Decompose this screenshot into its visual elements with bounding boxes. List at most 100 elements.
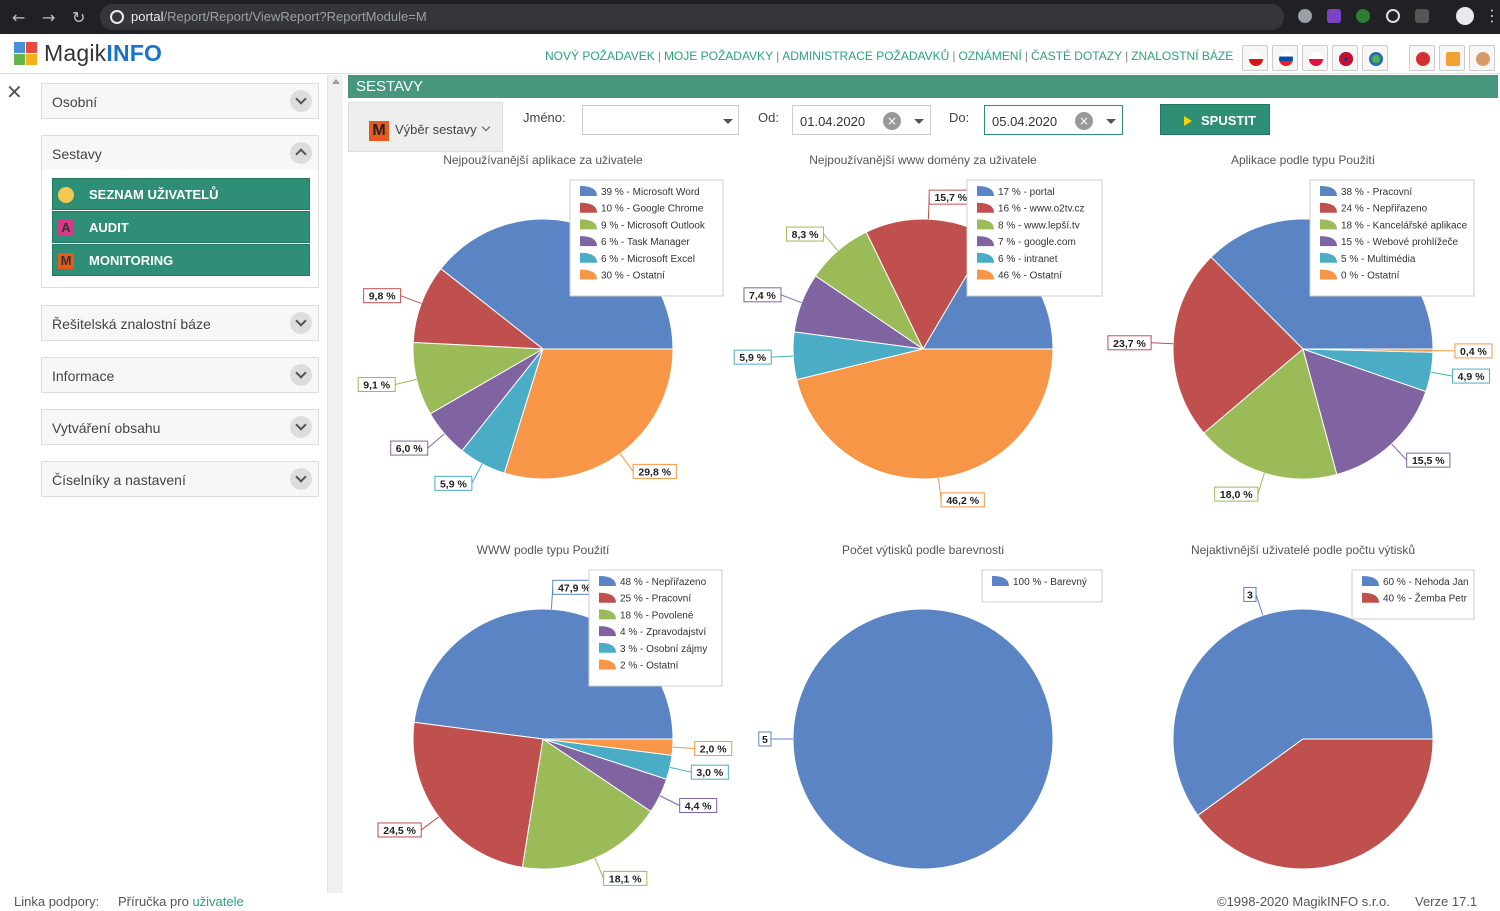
sidebar-section-ciselniky[interactable]: Číselníky a nastavení	[41, 461, 319, 497]
data-label-box	[1214, 486, 1259, 502]
czech-flag-icon[interactable]	[1242, 45, 1268, 71]
nav-new-request[interactable]: NOVÝ POŽADAVEK	[545, 49, 655, 63]
sidebar-section-vytvareni-obsahu[interactable]: Vytváření obsahu	[41, 409, 319, 445]
copyright: ©1998-2020 MagikINFO s.r.o.	[1217, 894, 1390, 909]
speed-extension-icon[interactable]	[1386, 9, 1400, 23]
report-select-button[interactable]: M Výběr sestavy	[348, 102, 503, 152]
to-date-value: 05.04.2020	[992, 114, 1058, 129]
data-label-box	[603, 870, 648, 886]
run-report-button[interactable]: SPUSTIT	[1160, 104, 1270, 135]
chevron-down-icon[interactable]	[290, 468, 312, 490]
monitoring-module-icon: M	[369, 121, 389, 141]
chart-title: Počet výtisků podle barevnosti	[842, 543, 1004, 557]
address-bar[interactable]: portal/Report/Report/ViewReport?ReportMo…	[100, 4, 1284, 30]
top-navigation: NOVÝ POŽADAVEK | MOJE POŽADAVKY | ADMINISTRA…	[545, 49, 1234, 63]
section-header: SESTAVY	[348, 75, 1498, 98]
legend-item: 17 % - portal	[998, 187, 1055, 198]
legend-item: 38 % - Pracovní	[1341, 187, 1412, 198]
forward-icon[interactable]: →	[42, 8, 56, 27]
site-info-icon[interactable]	[110, 10, 124, 24]
sidebar-section-resitelska-baze[interactable]: Řešitelská znalostní báze	[41, 305, 319, 341]
sidebar-scrollbar[interactable]	[327, 75, 343, 893]
section-title: SESTAVY	[356, 78, 423, 95]
dropdown-arrow-icon[interactable]	[914, 119, 924, 124]
to-label: Do:	[949, 110, 970, 125]
legend-swatch	[1320, 202, 1337, 213]
clear-icon[interactable]: ×	[883, 112, 901, 130]
data-label-box	[390, 440, 429, 456]
submenu-audit[interactable]: A AUDIT	[52, 211, 310, 243]
english-flag-icon[interactable]	[1332, 45, 1358, 71]
submenu-user-list[interactable]: SEZNAM UŽIVATELŮ	[52, 178, 310, 210]
legend-item: 30 % - Ostatní	[601, 271, 665, 282]
data-label-box	[694, 741, 733, 757]
logout-icon[interactable]	[1409, 45, 1435, 71]
footer: Linka podpory: Příručka pro uživatele ©1…	[0, 893, 1500, 911]
nav-request-admin[interactable]: ADMINISTRACE POŽADAVKŮ	[782, 49, 950, 63]
legend-item: 10 % - Google Chrome	[601, 204, 704, 215]
legend-swatch	[599, 642, 616, 653]
nav-my-requests[interactable]: MOJE POŽADAVKY	[663, 49, 774, 63]
name-select[interactable]	[582, 105, 739, 135]
user-profile-icon[interactable]	[1469, 45, 1495, 71]
data-label: 23,7 %	[1113, 338, 1146, 350]
onenote-extension-icon[interactable]	[1327, 9, 1341, 23]
data-label-box	[690, 764, 729, 780]
home-icon[interactable]	[1439, 45, 1465, 71]
app-header: MagikINFO NOVÝ POŽADAVEK | MOJE POŽADAVKY |…	[0, 34, 1500, 74]
scroll-up-icon[interactable]	[332, 79, 340, 84]
nav-announcements[interactable]: OZNÁMENÍ	[958, 49, 1022, 63]
chevron-down-icon[interactable]	[290, 312, 312, 334]
url-host: portal	[131, 9, 164, 24]
data-label-leader	[420, 816, 440, 831]
data-label-box	[1107, 335, 1152, 351]
polish-flag-icon[interactable]	[1302, 45, 1328, 71]
data-label-box	[758, 731, 772, 747]
world-language-icon[interactable]	[1362, 45, 1388, 71]
data-label-leader	[1391, 443, 1408, 461]
from-date-input[interactable]: 01.04.2020 ×	[792, 105, 931, 135]
run-label: SPUSTIT	[1201, 113, 1256, 128]
reload-icon[interactable]: ↻	[72, 8, 86, 27]
support-line-label: Linka podpory:	[14, 894, 100, 909]
magikinfo-logo-icon	[14, 42, 38, 66]
download-extension-icon[interactable]	[1415, 9, 1429, 23]
data-label-leader	[1430, 371, 1453, 377]
legend-item: 16 % - www.o2tv.cz	[998, 204, 1085, 215]
data-label-leader	[659, 795, 680, 806]
drive-extension-icon[interactable]	[1298, 9, 1312, 23]
slovak-flag-icon[interactable]	[1272, 45, 1298, 71]
section-label: Řešitelská znalostní báze	[52, 316, 211, 332]
chevron-down-icon[interactable]	[290, 90, 312, 112]
nav-knowledge-base[interactable]: ZNALOSTNÍ BÁZE	[1131, 49, 1234, 63]
pie-slice	[412, 721, 544, 868]
menu-dots-icon[interactable]: ⋮	[1484, 6, 1500, 25]
sidebar-section-informace[interactable]: Informace	[41, 357, 319, 393]
back-icon[interactable]: ←	[12, 8, 26, 27]
app-logo[interactable]: MagikINFO	[44, 40, 163, 66]
wifi-extension-icon[interactable]	[1356, 9, 1370, 23]
close-sidebar-icon[interactable]: ✕	[6, 80, 23, 104]
legend-swatch	[580, 236, 597, 247]
chevron-down-icon[interactable]	[290, 416, 312, 438]
to-date-input[interactable]: 05.04.2020 ×	[984, 105, 1123, 135]
chevron-up-icon[interactable]	[290, 142, 312, 164]
data-label-leader	[427, 433, 445, 449]
data-label-leader	[1257, 472, 1265, 495]
profile-icon[interactable]	[1456, 7, 1474, 25]
legend-item: 9 % - Microsoft Outlook	[601, 220, 706, 231]
data-label-box	[786, 226, 825, 242]
sidebar-section-sestavy[interactable]: Sestavy	[41, 135, 319, 171]
legend-swatch	[599, 626, 616, 637]
pie-charts: Nejpoužívanější aplikace za uživatele 9,8…	[357, 153, 1493, 886]
nav-faq[interactable]: ČASTÉ DOTAZY	[1030, 49, 1123, 63]
data-label-leader	[594, 858, 605, 879]
submenu-monitoring[interactable]: M MONITORING	[52, 244, 310, 276]
sidebar-section-osobni[interactable]: Osobní	[41, 83, 319, 119]
chevron-down-icon[interactable]	[290, 364, 312, 386]
dropdown-arrow-icon[interactable]	[1106, 119, 1116, 124]
dropdown-arrow-icon[interactable]	[723, 119, 733, 124]
data-label-leader	[771, 355, 794, 358]
clear-icon[interactable]: ×	[1075, 112, 1093, 130]
manual-link[interactable]: uživatele	[192, 894, 244, 909]
